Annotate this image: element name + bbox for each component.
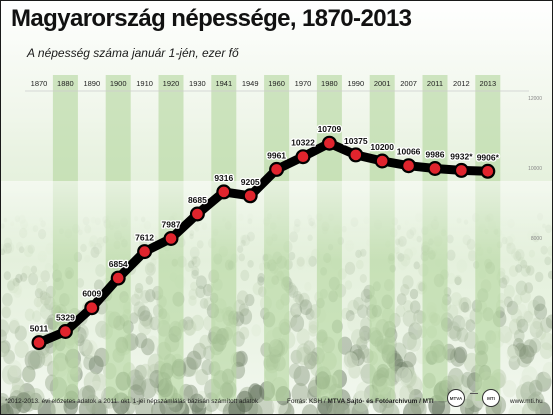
data-point	[242, 188, 258, 204]
data-label: 6854	[109, 259, 128, 269]
data-label: 9316	[214, 173, 233, 183]
data-label: 5329	[56, 313, 75, 323]
y-tick-label: 12000	[528, 96, 542, 102]
x-tick-label: 1949	[242, 79, 259, 88]
data-point	[163, 231, 179, 247]
data-labels: 5011 5329 6009 6854 7612 7987 8685 9316 9205 9961…	[28, 123, 500, 335]
data-label: 10375	[344, 136, 368, 146]
x-tick-label: 1890	[83, 79, 100, 88]
data-point	[137, 244, 153, 260]
data-label: 5011	[30, 324, 49, 334]
chart-subtitle: A népesség száma január 1-jén, ezer fő	[27, 46, 239, 60]
x-tick-label: 1920	[163, 79, 180, 88]
data-label: 7987	[162, 220, 181, 230]
x-tick-label: 1980	[321, 79, 338, 88]
y-axis: 12000 10000 8000	[25, 90, 542, 242]
data-point	[401, 158, 417, 174]
logo-separator	[470, 393, 478, 394]
x-axis: 1870 1880 1890 1900 1910 1920 1930 1941 1949 1960…	[31, 79, 496, 88]
y-tick-label: 8000	[531, 236, 542, 242]
data-label: 10066	[397, 147, 421, 157]
data-point	[295, 149, 311, 165]
source-agency: MTVA Sajtó- és Fotóarchívum / MTI	[327, 398, 434, 405]
x-tick-label: 1880	[57, 79, 74, 88]
data-label: 9932*	[450, 151, 473, 161]
data-point	[348, 147, 364, 163]
x-tick-label: 2011	[427, 79, 443, 88]
x-tick-label: 1870	[31, 79, 48, 88]
source-prefix: Forrás: KSH /	[287, 398, 328, 405]
x-tick-label: 1960	[268, 79, 285, 88]
data-points	[31, 135, 496, 351]
data-point	[269, 161, 285, 177]
data-point	[374, 153, 390, 169]
source-credit: Forrás: KSH / MTVA Sajtó- és Fotóarchívu…	[287, 398, 434, 405]
data-point	[321, 135, 337, 151]
x-tick-label: 1900	[110, 79, 127, 88]
y-tick-label: 10000	[528, 166, 542, 172]
data-point	[57, 324, 73, 340]
mtva-logo: MTVA	[447, 389, 465, 407]
footnote: *2012-2013. évi előzetes adatok a 2011. …	[5, 398, 259, 405]
chart-title: Magyarország népessége, 1870-2013	[11, 5, 412, 32]
x-tick-label: 2007	[400, 79, 417, 88]
data-point	[480, 163, 496, 179]
x-tick-label: 2013	[479, 79, 496, 88]
data-point	[427, 161, 443, 177]
x-tick-label: 1990	[347, 79, 364, 88]
data-point	[189, 206, 205, 222]
data-label: 8685	[188, 195, 207, 205]
data-label: 7612	[135, 233, 154, 243]
data-label: 9986	[426, 150, 445, 160]
data-label: 9961	[267, 150, 286, 160]
data-label: 6009	[82, 289, 101, 299]
data-label: 9205	[241, 177, 260, 187]
crowd-top-fade	[1, 181, 552, 261]
data-label: 10709	[318, 124, 342, 134]
data-point	[216, 184, 232, 200]
x-tick-label: 1910	[136, 79, 153, 88]
x-tick-label: 1970	[295, 79, 312, 88]
data-label: 9906*	[477, 152, 500, 162]
website-url: www.mti.hu	[510, 398, 543, 405]
x-tick-label: 1930	[189, 79, 206, 88]
mti-logo: MTI	[482, 389, 500, 407]
data-label: 10200	[370, 142, 394, 152]
x-tick-label: 2001	[374, 79, 391, 88]
data-point	[84, 300, 100, 316]
data-point	[453, 162, 469, 178]
data-point	[31, 335, 47, 351]
x-tick-label: 1941	[215, 79, 232, 88]
x-tick-label: 2012	[453, 79, 470, 88]
data-point	[110, 270, 126, 286]
data-label: 10322	[291, 138, 315, 148]
